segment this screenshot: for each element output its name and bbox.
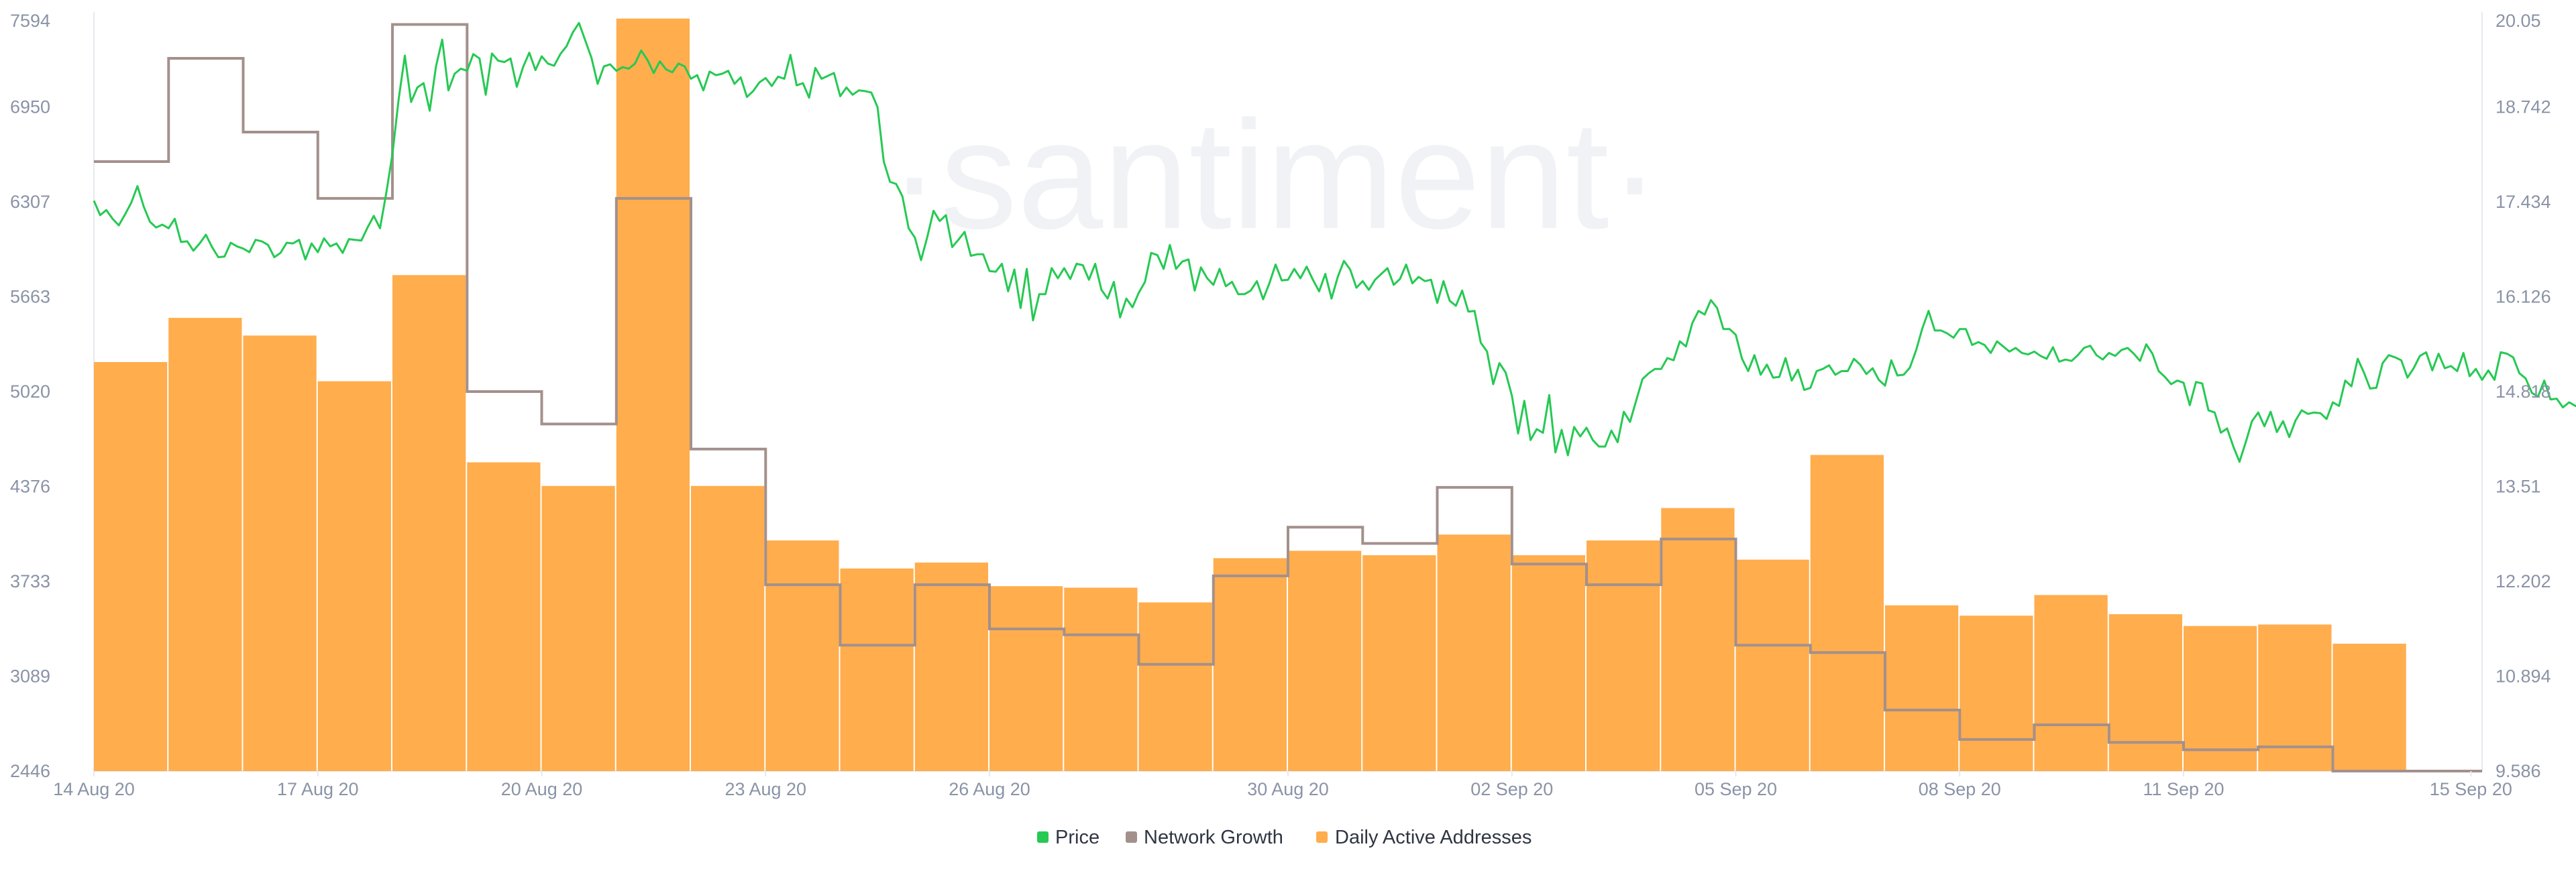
- daily-active-addresses-bar: [1810, 455, 1884, 771]
- legend-item-network-growth[interactable]: Network Growth: [1126, 827, 1283, 848]
- y-right-tick-label: 20.05: [2496, 11, 2541, 31]
- santiment-watermark: ·santiment·: [889, 89, 1660, 261]
- x-axis: 14 Aug 20 17 Aug 20 20 Aug 20 23 Aug 20 26 A…: [53, 771, 2512, 799]
- daily-active-addresses-bar: [168, 318, 242, 771]
- daily-active-addresses-bar: [467, 462, 541, 771]
- daily-active-addresses-bar: [2258, 624, 2332, 771]
- x-tick-label: 20 Aug 20: [501, 779, 583, 799]
- network-growth-series: [94, 23, 2482, 772]
- daily-active-addresses-bar: [765, 540, 839, 771]
- daily-active-addresses-bar: [1437, 534, 1511, 771]
- y-right-tick-label: 16.126: [2496, 287, 2551, 307]
- daily-active-addresses-bar: [1138, 602, 1212, 771]
- legend-label-network-growth: Network Growth: [1144, 827, 1283, 848]
- daily-active-addresses-bar: [2108, 614, 2182, 771]
- daily-active-addresses-bar: [541, 485, 615, 771]
- x-tick-label: 26 Aug 20: [949, 779, 1030, 799]
- daily-active-addresses-bar: [616, 18, 690, 772]
- daily-active-addresses-bar: [1661, 508, 1735, 771]
- legend-swatch-daily-active-addresses: [1316, 831, 1328, 843]
- y-axis-left: 2446 3089 3733 4376 5020 5663 6307 6950 7594: [10, 11, 50, 781]
- y-right-tick-label: 18.742: [2496, 97, 2551, 117]
- network-growth-line: [94, 23, 2482, 772]
- x-tick-label: 02 Sep 20: [1470, 779, 1553, 799]
- legend-swatch-network-growth: [1126, 831, 1137, 843]
- daily-active-addresses-bar: [392, 275, 466, 771]
- legend-item-price[interactable]: Price: [1037, 827, 1099, 848]
- y-right-tick-label: 10.894: [2496, 666, 2551, 687]
- daily-active-addresses-bar: [840, 568, 914, 771]
- daily-active-addresses-bar: [1960, 616, 2033, 771]
- daily-active-addresses-bar: [1362, 555, 1436, 771]
- y-right-tick-label: 14.818: [2496, 382, 2551, 402]
- price-line: [93, 21, 2576, 463]
- y-left-tick-label: 6307: [10, 192, 50, 212]
- daily-active-addresses-bar: [1511, 555, 1585, 771]
- legend-label-daily-active-addresses: Daily Active Addresses: [1335, 827, 1532, 848]
- daily-active-addresses-bar: [691, 485, 765, 771]
- daily-active-addresses-bar: [2034, 595, 2108, 771]
- daily-active-addresses-bar: [243, 335, 317, 771]
- daily-active-addresses-bar: [1064, 587, 1138, 771]
- x-tick-label: 08 Sep 20: [1919, 779, 2001, 799]
- legend-swatch-price: [1037, 831, 1049, 843]
- y-left-tick-label: 2446: [10, 761, 50, 781]
- y-left-tick-label: 5020: [10, 382, 50, 402]
- y-right-tick-label: 12.202: [2496, 571, 2551, 591]
- x-tick-label: 14 Aug 20: [53, 779, 135, 799]
- daily-active-addresses-bar: [2184, 626, 2257, 771]
- y-right-tick-label: 13.51: [2496, 477, 2541, 497]
- daily-active-addresses-bar: [94, 362, 168, 771]
- price-series: [93, 21, 2576, 463]
- legend: Price Network Growth Daily Active Addres…: [1037, 827, 1532, 848]
- y-axis-right: 9.586 10.894 12.202 13.51 14.818 16.126 17.434…: [2496, 11, 2551, 781]
- y-left-tick-label: 3089: [10, 666, 50, 687]
- y-right-tick-label: 17.434: [2496, 192, 2551, 212]
- daily-active-addresses-bar: [1587, 540, 1660, 771]
- daily-active-addresses-bars: [94, 18, 2406, 772]
- daily-active-addresses-bar: [1735, 559, 1809, 771]
- x-tick-label: 15 Sep 20: [2430, 779, 2512, 799]
- daily-active-addresses-bar: [1288, 550, 1362, 771]
- x-tick-label: 17 Aug 20: [277, 779, 359, 799]
- y-right-tick-label: 9.586: [2496, 761, 2541, 781]
- legend-label-price: Price: [1055, 827, 1099, 848]
- daily-active-addresses-bar: [2332, 644, 2406, 771]
- y-left-tick-label: 7594: [10, 11, 50, 31]
- daily-active-addresses-bar: [1213, 558, 1287, 771]
- x-tick-label: 30 Aug 20: [1247, 779, 1329, 799]
- y-left-tick-label: 6950: [10, 97, 50, 117]
- x-tick-label: 23 Aug 20: [724, 779, 806, 799]
- daily-active-addresses-bar: [317, 381, 391, 771]
- y-left-tick-label: 4376: [10, 477, 50, 497]
- daily-active-addresses-bar: [1885, 605, 1959, 771]
- x-tick-label: 11 Sep 20: [2143, 779, 2224, 799]
- daily-active-addresses-bar: [989, 586, 1063, 771]
- x-tick-label: 05 Sep 20: [1695, 779, 1777, 799]
- y-left-tick-label: 5663: [10, 287, 50, 307]
- daily-active-addresses-bar: [914, 563, 988, 771]
- y-left-tick-label: 3733: [10, 571, 50, 591]
- legend-item-daily-active-addresses[interactable]: Daily Active Addresses: [1316, 827, 1532, 848]
